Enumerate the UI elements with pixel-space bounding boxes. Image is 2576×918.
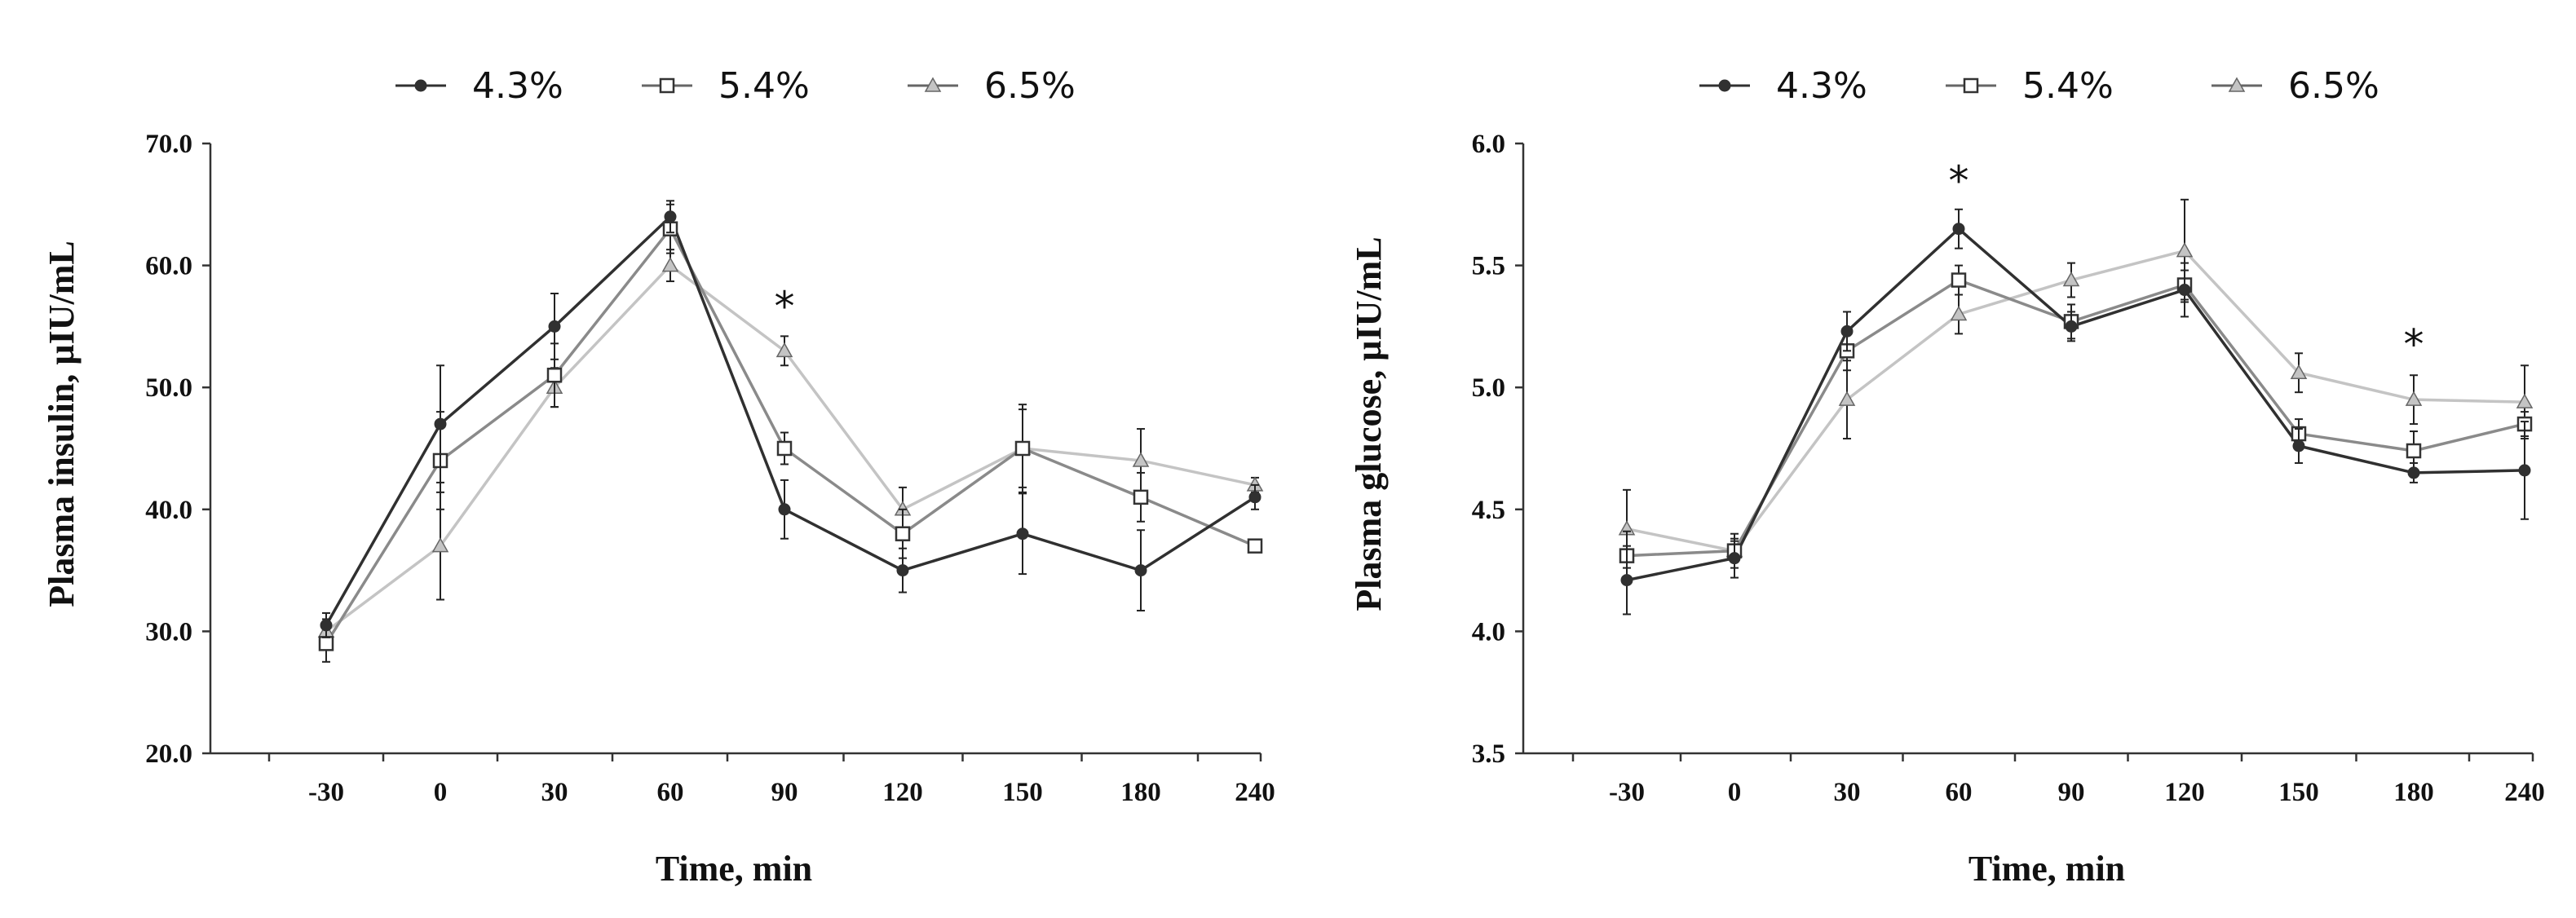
data-point bbox=[2062, 271, 2080, 287]
x-tick-label: 0 bbox=[434, 778, 448, 807]
x-tick-label: 180 bbox=[1120, 778, 1161, 807]
x-tick-label: 120 bbox=[882, 778, 923, 807]
x-tick-label: 180 bbox=[2393, 778, 2434, 807]
x-tick-label: -30 bbox=[1609, 778, 1645, 807]
glucose-y-axis-title: Plasma glucose, µIU/mL bbox=[1349, 236, 1389, 611]
data-point bbox=[1014, 440, 1031, 457]
y-tick-label: 6.0 bbox=[1472, 130, 1505, 159]
data-point bbox=[431, 537, 449, 553]
data-point bbox=[546, 367, 563, 383]
data-point bbox=[318, 636, 334, 651]
x-tick-label: 240 bbox=[2504, 778, 2545, 807]
data-point bbox=[320, 619, 333, 632]
x-tick-label: 150 bbox=[2278, 778, 2319, 807]
data-point bbox=[1951, 272, 1967, 288]
x-tick-label: -30 bbox=[308, 778, 344, 807]
y-tick-label: 40.0 bbox=[145, 496, 192, 525]
data-point bbox=[2518, 464, 2531, 477]
data-point bbox=[2065, 320, 2078, 333]
data-point bbox=[2290, 364, 2308, 379]
legend-label: 5.4% bbox=[2022, 65, 2114, 107]
legend-label: 4.3% bbox=[1776, 65, 1867, 107]
y-tick-label: 4.5 bbox=[1472, 496, 1505, 525]
significance-star: * bbox=[775, 283, 795, 330]
legend-marker bbox=[1718, 79, 1731, 92]
glucose-x-axis-title: Time, min bbox=[1968, 849, 2125, 889]
legend-label: 4.3% bbox=[472, 65, 563, 107]
data-point bbox=[2405, 391, 2423, 406]
data-point bbox=[895, 526, 911, 541]
data-point bbox=[1952, 223, 1965, 236]
glucose-chart: 3.5 4.0 4.5 5.0 5.5 6.0 -30 0 30 60 90 120 150 180 240… bbox=[1472, 130, 2545, 807]
legend-label: 6.5% bbox=[2288, 65, 2379, 107]
legend-label: 6.5% bbox=[984, 65, 1076, 107]
data-point bbox=[1728, 552, 1741, 565]
y-tick-label: 60.0 bbox=[145, 252, 192, 281]
y-tick-label: 30.0 bbox=[145, 617, 192, 647]
insulin-x-axis-title: Time, min bbox=[656, 849, 812, 889]
x-tick-label: 240 bbox=[1235, 778, 1275, 807]
data-point bbox=[1016, 527, 1029, 541]
x-tick-label: 150 bbox=[1002, 778, 1043, 807]
data-point bbox=[1247, 538, 1263, 554]
data-point bbox=[775, 342, 793, 358]
data-point bbox=[776, 440, 793, 457]
x-tick-label: 30 bbox=[1834, 778, 1861, 807]
legend-marker bbox=[659, 77, 675, 94]
x-tick-label: 90 bbox=[2058, 778, 2085, 807]
data-point bbox=[434, 417, 447, 430]
legend-marker bbox=[2228, 77, 2246, 92]
y-tick-label: 5.5 bbox=[1472, 252, 1505, 281]
x-tick-label: 0 bbox=[1728, 778, 1742, 807]
data-point bbox=[1950, 305, 1968, 321]
legend-marker bbox=[1963, 77, 1979, 94]
data-point bbox=[1840, 324, 1854, 338]
data-point bbox=[1248, 491, 1261, 504]
data-point bbox=[1134, 564, 1147, 577]
y-tick-label: 50.0 bbox=[145, 373, 192, 403]
x-tick-label: 30 bbox=[541, 778, 568, 807]
significance-star: * bbox=[2404, 320, 2424, 368]
legend-right: 4.3% 5.4% 6.5% bbox=[1699, 65, 2379, 107]
data-point bbox=[2178, 284, 2191, 297]
insulin-y-axis-title: Plasma insulin, µIU/mL bbox=[42, 241, 82, 607]
data-point bbox=[548, 320, 561, 333]
data-point bbox=[778, 503, 791, 516]
data-point bbox=[1133, 489, 1149, 505]
data-point bbox=[2406, 443, 2422, 459]
data-point bbox=[661, 257, 679, 272]
data-point bbox=[1838, 391, 1856, 406]
data-point bbox=[896, 564, 909, 577]
data-point bbox=[2407, 466, 2420, 479]
y-tick-label: 4.0 bbox=[1472, 617, 1505, 647]
y-tick-label: 5.0 bbox=[1472, 373, 1505, 403]
data-point bbox=[2292, 439, 2305, 452]
data-point bbox=[2176, 242, 2194, 258]
data-point bbox=[664, 210, 677, 223]
significance-star: * bbox=[1949, 157, 1969, 205]
series-line bbox=[325, 214, 1256, 626]
y-tick-label: 20.0 bbox=[145, 739, 192, 769]
data-point bbox=[1132, 452, 1150, 467]
data-point bbox=[1620, 574, 1633, 587]
y-tick-label: 70.0 bbox=[145, 130, 192, 159]
data-point bbox=[2516, 393, 2534, 408]
legend-left: 4.3% 5.4% 6.5% bbox=[395, 65, 1076, 107]
insulin-chart: 20.0 30.0 40.0 50.0 60.0 70.0 -30 0 30 60 90 120 150… bbox=[145, 130, 1275, 807]
legend-label: 5.4% bbox=[718, 65, 810, 107]
x-tick-label: 90 bbox=[771, 778, 798, 807]
legend-marker bbox=[414, 79, 427, 92]
legend-marker bbox=[924, 77, 942, 92]
x-tick-label: 60 bbox=[657, 778, 684, 807]
x-tick-label: 120 bbox=[2164, 778, 2205, 807]
y-tick-label: 3.5 bbox=[1472, 739, 1505, 769]
x-tick-label: 60 bbox=[1946, 778, 1973, 807]
